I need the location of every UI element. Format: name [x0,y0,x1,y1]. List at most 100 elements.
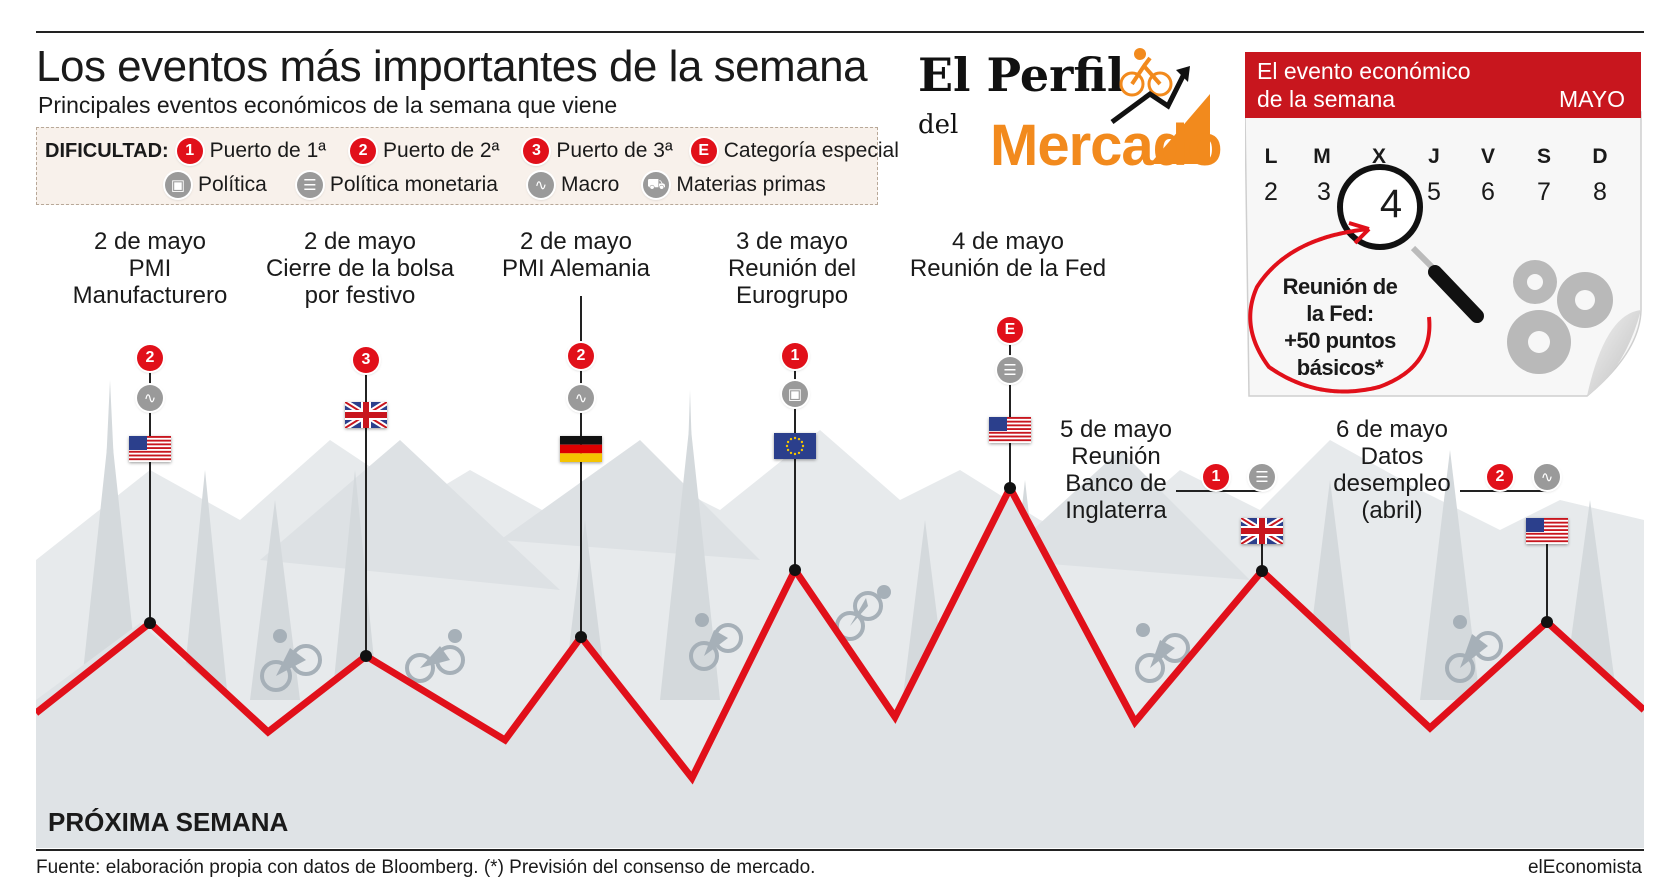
event-peak-dot [575,631,587,643]
event-label-line: Manufacturero [72,282,228,309]
event-connector [1460,490,1547,492]
event-label-line: 3 de mayo [735,228,849,255]
event-difficulty-badge: 1 [782,343,808,369]
flag-uk-icon [1239,515,1285,547]
legend-difficulty-1: 1 Puerto de 1ª [176,138,327,164]
event-stem [365,360,367,656]
event-label: 3 de mayo Reunión del Eurogrupo [728,228,856,309]
event-label: 6 de mayo Datos desempleo (abril) [1333,416,1450,524]
event-label-line: PMI Alemania [501,255,651,282]
event-label-line: Cierre de la bolsa [265,255,455,282]
calendar-dayname: V [1480,145,1496,168]
event-label-line: Inglaterra [1065,497,1167,524]
politics-icon: ▣ [165,172,191,198]
calendar-daynum: 2 [1264,178,1278,206]
event-difficulty-badge: E [997,317,1023,343]
event-peak-dot [144,617,156,629]
event-label-line: 2 de mayo [93,228,207,255]
brand-line2: del [918,110,959,140]
event-peak-dot [789,564,801,576]
calendar-card: El evento económico de la semana MAYO L … [1245,52,1645,399]
macro-icon: ∿ [527,172,554,198]
event-connector [1176,490,1262,492]
calendar-page-shape [1245,111,1642,397]
event-label: 4 de mayo Reunión de la Fed [910,228,1106,282]
event-label-line: Datos [1360,443,1424,470]
legend-macro-label: Macro [560,173,620,196]
event-label-line: PMI [128,255,172,282]
flag-us-icon [1526,518,1568,544]
calendar-header-line1: El evento económico [1257,58,1471,84]
event-label-line: 6 de mayo [1335,416,1449,443]
page-title: Los eventos más importantes de la semana [36,42,868,91]
event-stem [580,296,582,637]
bottom-rule [36,849,1644,851]
calendar-daynum: 7 [1537,178,1551,206]
top-rule [36,31,1644,33]
event-difficulty-badge: 2 [137,345,163,371]
legend-difficulty-3: 3 Puerto de 3ª [523,138,673,164]
calendar-dayname: M [1313,145,1331,168]
legend-category-politics: ▣ Política [165,172,267,198]
badge-1-icon: 1 [176,138,203,164]
event-label-line: desempleo [1333,470,1451,497]
calendar-highlight-day: 4 [1379,182,1403,226]
calendar-note-line: básicos* [1296,355,1384,380]
brand-line1: El Perfil [918,48,1125,102]
legend-label: DIFICULTAD: [45,139,169,162]
monetary-policy-icon: ☰ [1249,464,1275,490]
calendar-header: El evento económico de la semana MAYO [1245,52,1641,118]
calendar-month: MAYO [1558,86,1625,112]
event-difficulty-badge: 1 [1203,464,1229,490]
legend-monetary-label: Política monetaria [329,173,498,196]
calendar-header-line2: de la semana [1257,86,1396,112]
event-label-line: 2 de mayo [519,228,633,255]
event-label: 2 de mayo Cierre de la bolsa por festivo [266,228,454,309]
legend-commodities-label: Materias primas [676,173,826,196]
badge-2-icon: 2 [350,138,377,164]
event-label-line: Reunión de la Fed [909,255,1107,282]
event-label-line: Eurogrupo [735,282,849,309]
event-label-line: por festivo [304,282,416,309]
badge-e-icon: E [690,138,717,164]
calendar-daynum: 3 [1317,178,1331,206]
legend-politics-label: Política [198,173,267,196]
flag-uk-icon [343,399,389,431]
event-label-line: Reunión del [727,255,857,282]
monetary-policy-icon: ☰ [997,357,1023,383]
calendar-note-line: +50 puntos [1284,328,1396,353]
politics-icon: ▣ [782,381,808,407]
event-stem [149,358,151,623]
calendar-note: Reunión de la Fed: +50 puntos básicos* [1265,273,1415,381]
flag-us-icon [129,436,171,462]
event-label: 2 de mayo PMI Alemania [502,228,650,282]
red-arrow-icon [1248,221,1432,394]
gears-icon [1507,260,1613,374]
legend-difficulty-e: E Categoría especial [690,138,899,164]
event-label-line: Reunión [1071,443,1161,470]
calendar-note-line: Reunión de [1282,274,1398,299]
event-label: 5 de mayo Reunión Banco de Inglaterra [1060,416,1172,524]
commodities-icon: ⛟ [643,172,670,198]
calendar-daynum: 8 [1593,178,1607,206]
cyclist-arrow-icon [1110,48,1190,124]
calendar-dayname: X [1371,145,1387,168]
brand-line3: Mercado [990,113,1223,178]
event-label-line: (abril) [1361,497,1423,524]
event-label-line: 4 de mayo [951,228,1065,255]
flag-de-icon [560,436,602,462]
legend-difficulty-2: 2 Puerto de 2ª [350,138,499,164]
calendar-dayname: J [1428,145,1440,168]
calendar-daynum: 5 [1427,178,1441,206]
event-label: 2 de mayo PMI Manufacturero [73,228,228,309]
event-difficulty-badge: 3 [353,347,379,373]
monetary-policy-icon: ☰ [296,172,323,198]
macro-icon: ∿ [1534,464,1560,490]
publisher-credit: elEconomista [1527,857,1642,878]
calendar-note-line: la Fed: [1306,301,1374,326]
legend-difficulty-1-label: Puerto de 1ª [209,139,327,162]
calendar-daynum: 6 [1481,178,1495,206]
event-difficulty-badge: 2 [568,343,594,369]
section-label: PRÓXIMA SEMANA [48,807,289,837]
brand-ramp-shape [1150,94,1210,164]
